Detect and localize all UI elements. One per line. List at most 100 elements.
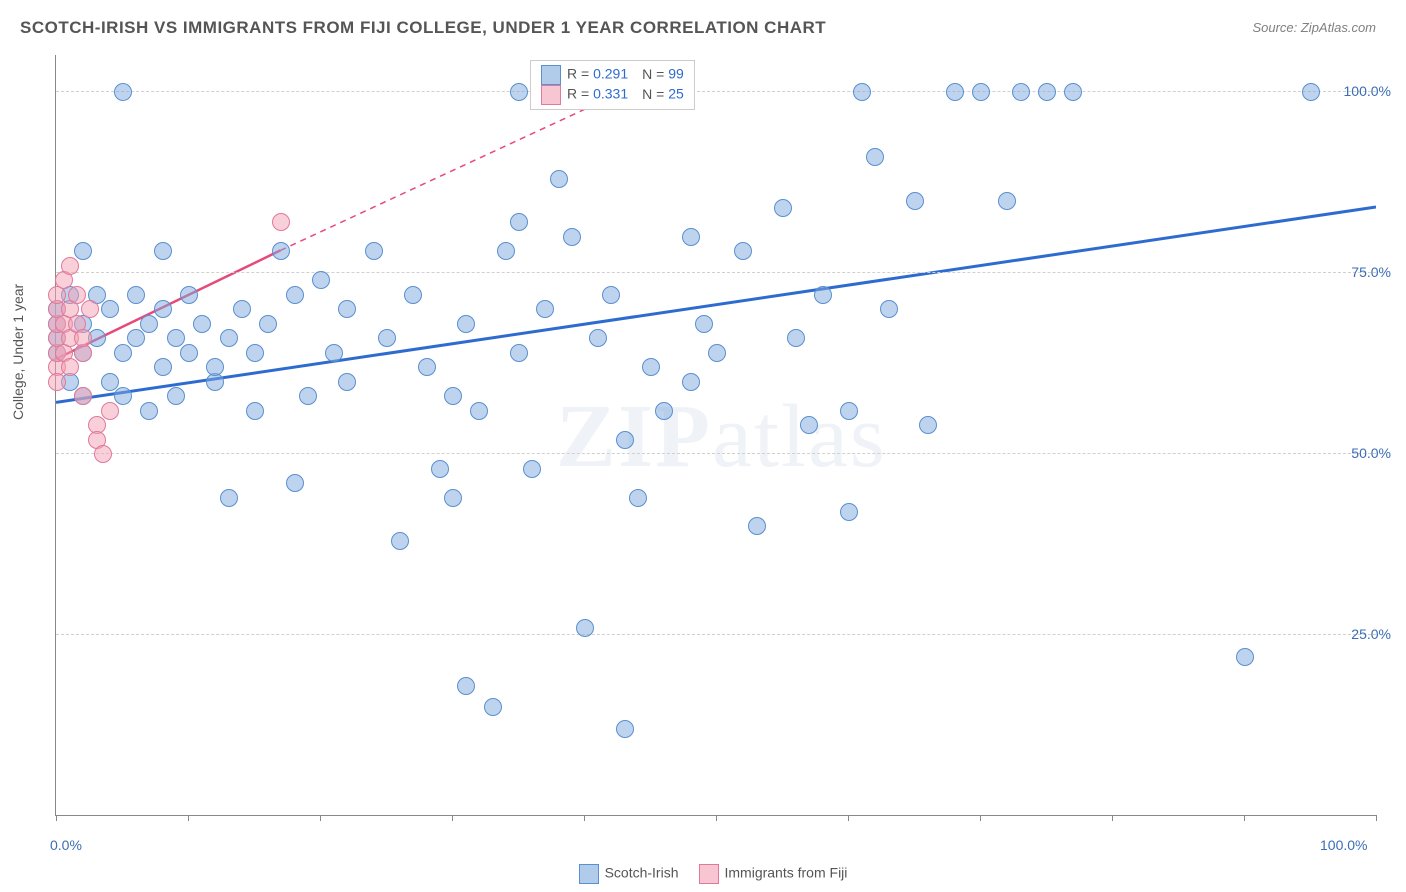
point-scotch-irish: [602, 286, 620, 304]
gridline: [56, 272, 1376, 273]
x-tick: [1112, 815, 1113, 821]
point-scotch-irish: [484, 698, 502, 716]
point-scotch-irish: [220, 329, 238, 347]
legend-correlation: R = 0.291N = 99R = 0.331N = 25: [530, 60, 695, 110]
point-fiji: [74, 387, 92, 405]
point-scotch-irish: [101, 300, 119, 318]
point-scotch-irish: [127, 286, 145, 304]
point-scotch-irish: [246, 402, 264, 420]
point-scotch-irish: [536, 300, 554, 318]
point-scotch-irish: [365, 242, 383, 260]
x-tick: [188, 815, 189, 821]
x-tick: [1244, 815, 1245, 821]
point-scotch-irish: [246, 344, 264, 362]
point-scotch-irish: [774, 199, 792, 217]
point-scotch-irish: [510, 344, 528, 362]
point-scotch-irish: [220, 489, 238, 507]
r-value: 0.331: [593, 86, 628, 102]
legend-row: R = 0.291N = 99: [541, 65, 684, 85]
point-scotch-irish: [154, 300, 172, 318]
point-scotch-irish: [695, 315, 713, 333]
x-tick: [56, 815, 57, 821]
n-label: N =: [642, 66, 668, 82]
point-scotch-irish: [510, 213, 528, 231]
point-scotch-irish: [1236, 648, 1254, 666]
point-scotch-irish: [272, 242, 290, 260]
point-scotch-irish: [906, 192, 924, 210]
point-scotch-irish: [154, 242, 172, 260]
point-scotch-irish: [840, 402, 858, 420]
point-scotch-irish: [418, 358, 436, 376]
point-scotch-irish: [378, 329, 396, 347]
source-label: Source: ZipAtlas.com: [1252, 20, 1376, 35]
point-scotch-irish: [1012, 83, 1030, 101]
point-scotch-irish: [682, 228, 700, 246]
point-fiji: [81, 300, 99, 318]
point-scotch-irish: [259, 315, 277, 333]
point-scotch-irish: [853, 83, 871, 101]
legend-label: Scotch-Irish: [605, 865, 679, 881]
point-scotch-irish: [457, 677, 475, 695]
point-scotch-irish: [338, 300, 356, 318]
point-scotch-irish: [563, 228, 581, 246]
point-fiji: [74, 329, 92, 347]
point-scotch-irish: [167, 329, 185, 347]
point-scotch-irish: [510, 83, 528, 101]
r-value: 0.291: [593, 66, 628, 82]
point-scotch-irish: [1038, 83, 1056, 101]
x-tick: [848, 815, 849, 821]
point-fiji: [48, 373, 66, 391]
y-tick-label: 50.0%: [1351, 445, 1391, 461]
point-scotch-irish: [470, 402, 488, 420]
y-tick-label: 25.0%: [1351, 626, 1391, 642]
x-tick: [980, 815, 981, 821]
legend-swatch: [541, 85, 561, 105]
point-scotch-irish: [299, 387, 317, 405]
gridline: [56, 453, 1376, 454]
point-scotch-irish: [338, 373, 356, 391]
point-scotch-irish: [193, 315, 211, 333]
point-scotch-irish: [866, 148, 884, 166]
point-fiji: [68, 286, 86, 304]
watermark: ZIPatlas: [556, 385, 887, 488]
point-scotch-irish: [998, 192, 1016, 210]
point-scotch-irish: [814, 286, 832, 304]
point-scotch-irish: [946, 83, 964, 101]
point-scotch-irish: [880, 300, 898, 318]
point-scotch-irish: [734, 242, 752, 260]
point-scotch-irish: [523, 460, 541, 478]
point-scotch-irish: [629, 489, 647, 507]
r-label: R =: [567, 86, 593, 102]
chart-title: SCOTCH-IRISH VS IMMIGRANTS FROM FIJI COL…: [20, 18, 826, 38]
gridline: [56, 91, 1376, 92]
point-scotch-irish: [800, 416, 818, 434]
y-tick-label: 100.0%: [1344, 83, 1391, 99]
x-tick: [584, 815, 585, 821]
point-scotch-irish: [1064, 83, 1082, 101]
point-scotch-irish: [233, 300, 251, 318]
plot-area: ZIPatlas: [55, 55, 1376, 816]
point-scotch-irish: [457, 315, 475, 333]
point-fiji: [61, 358, 79, 376]
legend-swatch: [699, 864, 719, 884]
legend-row: R = 0.331N = 25: [541, 85, 684, 105]
legend-swatch: [541, 65, 561, 85]
point-scotch-irish: [114, 387, 132, 405]
n-label: N =: [642, 86, 668, 102]
point-scotch-irish: [655, 402, 673, 420]
point-scotch-irish: [550, 170, 568, 188]
point-scotch-irish: [840, 503, 858, 521]
point-scotch-irish: [708, 344, 726, 362]
point-scotch-irish: [206, 358, 224, 376]
point-scotch-irish: [1302, 83, 1320, 101]
point-scotch-irish: [74, 242, 92, 260]
point-scotch-irish: [404, 286, 422, 304]
y-tick-label: 75.0%: [1351, 264, 1391, 280]
point-scotch-irish: [140, 402, 158, 420]
gridline: [56, 634, 1376, 635]
x-tick: [1376, 815, 1377, 821]
point-scotch-irish: [642, 358, 660, 376]
point-scotch-irish: [787, 329, 805, 347]
trend-lines: [56, 55, 1376, 815]
point-fiji: [94, 445, 112, 463]
